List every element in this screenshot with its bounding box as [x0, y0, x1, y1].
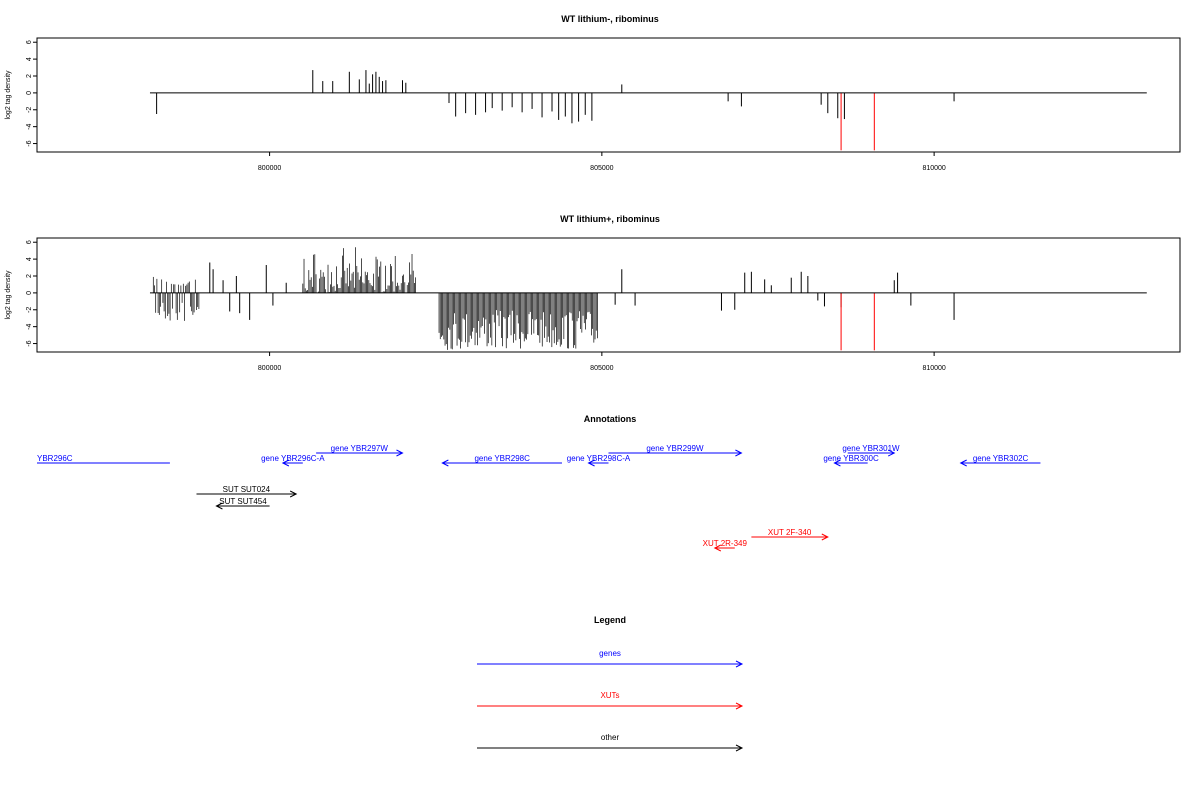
track-panel-lithium-plus: WT lithium+, ribominus 6 4 2 0 -2 -4 -6 log2 tag… [5, 214, 1181, 372]
feature-label: XUT 2F-340 [768, 528, 812, 537]
feature-arrow [281, 459, 303, 467]
y-tick-label: 6 [26, 240, 33, 244]
arrow-head [959, 459, 967, 467]
y-tick-label: -6 [26, 340, 33, 346]
feature-arrow [608, 449, 743, 457]
feature-label: gene YBR298C [474, 454, 530, 463]
arrow-head [289, 490, 298, 498]
chart-title: WT lithium-, ribominus [561, 14, 659, 24]
feature-arrow [959, 459, 1041, 467]
y-tick-label: 2 [26, 74, 33, 78]
legend-arrow [477, 702, 744, 710]
feature-label: XUT 2R-349 [703, 539, 748, 548]
y-tick-label: -2 [26, 307, 33, 313]
annotations-title: Annotations [584, 414, 637, 424]
legend-arrow [477, 744, 744, 752]
plot-frame [36, 237, 1181, 353]
arrow-head [396, 449, 404, 457]
feature-arrow [587, 459, 609, 467]
y-axis-label: log2 tag density [5, 70, 12, 120]
chart-title: WT lithium+, ribominus [560, 214, 660, 224]
feature-arrow [215, 502, 270, 510]
feature-arrow [833, 459, 868, 467]
arrow-head [215, 502, 223, 510]
legend-label: XUTs [600, 691, 619, 700]
feature-arrow [316, 449, 404, 457]
x-tick-label: 810000 [922, 165, 945, 172]
y-tick-label: -6 [26, 140, 33, 146]
y-tick-label: 0 [26, 291, 33, 295]
y-tick-label: 0 [26, 91, 33, 95]
feature-label: YBR296C [37, 454, 73, 463]
legend-label: other [601, 733, 620, 742]
feature-arrow [751, 533, 829, 541]
x-tick-label: 800000 [258, 365, 281, 372]
feature-label: gene YBR296C-A [261, 454, 325, 463]
y-tick-label: -4 [26, 123, 33, 129]
feature-label: gene YBR298C-A [567, 454, 631, 463]
arrow-head [735, 660, 744, 668]
x-tick-label: 810000 [922, 365, 945, 372]
y-tick-label: 2 [26, 274, 33, 278]
legend-title: Legend [594, 615, 626, 625]
x-tick-label: 805000 [590, 165, 613, 172]
feature-label: gene YBR301W [842, 444, 900, 453]
plot-frame [36, 37, 1181, 153]
x-tick-label: 805000 [590, 365, 613, 372]
annotations-panel: Annotations YBR296C gene YBR296C-A gene YBR… [37, 414, 1041, 552]
x-tick-label: 800000 [258, 165, 281, 172]
legend-arrow [477, 660, 744, 668]
feature-label: gene YBR302C [973, 454, 1029, 463]
y-tick-label: 4 [26, 257, 33, 261]
feature-label: SUT SUT024 [223, 485, 271, 494]
arrow-head [888, 449, 896, 457]
arrow-head [735, 702, 744, 710]
arrow-head [713, 544, 722, 552]
feature-label: gene YBR297W [331, 444, 389, 453]
feature-arrow [196, 490, 298, 498]
feature-label: gene YBR299W [646, 444, 704, 453]
track-panel-lithium-minus: WT lithium-, ribominus 6 4 2 0 -2 -4 -6 log2 tag… [5, 14, 1181, 172]
legend-panel: Legend genes XUTs other [477, 615, 744, 752]
y-tick-label: 4 [26, 57, 33, 61]
legend-label: genes [599, 649, 621, 658]
y-tick-label: -2 [26, 107, 33, 113]
feature-label: gene YBR300C [823, 454, 879, 463]
feature-arrow [713, 544, 735, 552]
arrow-head [735, 449, 743, 457]
feature-arrow [847, 449, 896, 457]
arrow-head [735, 744, 744, 752]
arrow-head [281, 459, 290, 467]
arrow-head [441, 459, 449, 467]
y-tick-label: 6 [26, 40, 33, 44]
arrow-head [833, 459, 841, 467]
y-axis-label: log2 tag density [5, 270, 12, 320]
feature-arrow [441, 459, 562, 467]
feature-label: SUT SUT454 [219, 497, 267, 506]
arrow-head [587, 459, 595, 467]
arrow-head [821, 533, 829, 541]
y-tick-label: -4 [26, 323, 33, 329]
